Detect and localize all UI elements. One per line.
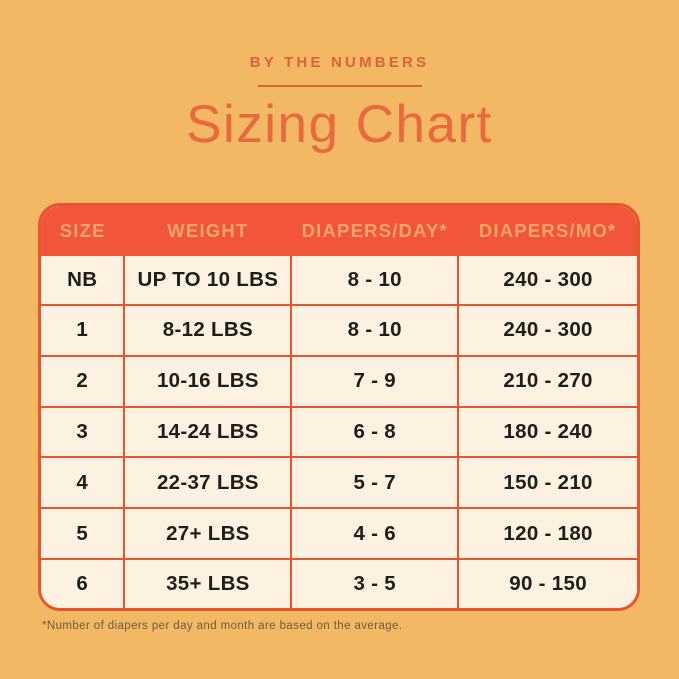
cell-diapers-day: 8 - 10 [290, 256, 460, 306]
cell-weight: 8-12 LBS [123, 303, 293, 357]
cell-diapers-day: 6 - 8 [290, 405, 460, 459]
cell-diapers-month: 120 - 180 [457, 507, 637, 561]
cell-diapers-day: 8 - 10 [290, 303, 460, 357]
header-weight: WEIGHT [124, 206, 292, 256]
page-title: Sizing Chart [186, 95, 493, 154]
sizing-table-grid: SIZE WEIGHT DIAPERS/DAY* DIAPERS/MO* NB … [41, 206, 637, 608]
table-row-nb: NB UP TO 10 LBS 8 - 10 240 - 300 [41, 256, 637, 306]
cell-size: 3 [41, 405, 126, 459]
cell-weight: 27+ LBS [123, 507, 293, 561]
table-row-5: 5 27+ LBS 4 - 6 120 - 180 [41, 507, 637, 561]
header-diapers-per-day: DIAPERS/DAY* [291, 206, 459, 256]
sizing-table: SIZE WEIGHT DIAPERS/DAY* DIAPERS/MO* NB … [38, 203, 640, 611]
eyebrow-underline [257, 85, 422, 87]
cell-weight: 22-37 LBS [123, 456, 293, 510]
cell-diapers-month: 240 - 300 [457, 256, 637, 306]
table-row-2: 2 10-16 LBS 7 - 9 210 - 270 [41, 354, 637, 408]
cell-diapers-month: 240 - 300 [457, 303, 637, 357]
table-header-row: SIZE WEIGHT DIAPERS/DAY* DIAPERS/MO* [41, 206, 637, 256]
cell-diapers-day: 7 - 9 [290, 354, 460, 408]
table-row-3: 3 14-24 LBS 6 - 8 180 - 240 [41, 405, 637, 459]
header-size: SIZE [41, 206, 125, 256]
cell-weight: 14-24 LBS [123, 405, 293, 459]
cell-diapers-day: 4 - 6 [290, 507, 460, 561]
eyebrow-label: BY THE NUMBERS [249, 54, 430, 71]
cell-size: 5 [41, 507, 126, 561]
cell-diapers-month: 90 - 150 [457, 558, 637, 608]
footnote: *Number of diapers per day and month are… [42, 620, 403, 632]
cell-size: 1 [41, 303, 126, 357]
cell-weight: UP TO 10 LBS [123, 256, 293, 306]
cell-size: 6 [41, 558, 126, 608]
cell-weight: 35+ LBS [123, 558, 293, 608]
cell-diapers-month: 150 - 210 [457, 456, 637, 510]
cell-size: NB [41, 256, 126, 306]
cell-weight: 10-16 LBS [123, 354, 293, 408]
header-diapers-per-month: DIAPERS/MO* [458, 206, 637, 256]
table-row-4: 4 22-37 LBS 5 - 7 150 - 210 [41, 456, 637, 510]
cell-diapers-month: 180 - 240 [457, 405, 637, 459]
cell-size: 4 [41, 456, 126, 510]
cell-diapers-day: 5 - 7 [290, 456, 460, 510]
cell-diapers-day: 3 - 5 [290, 558, 460, 608]
table-row-1: 1 8-12 LBS 8 - 10 240 - 300 [41, 303, 637, 357]
table-row-6: 6 35+ LBS 3 - 5 90 - 150 [41, 558, 637, 608]
cell-diapers-month: 210 - 270 [457, 354, 637, 408]
cell-size: 2 [41, 354, 126, 408]
